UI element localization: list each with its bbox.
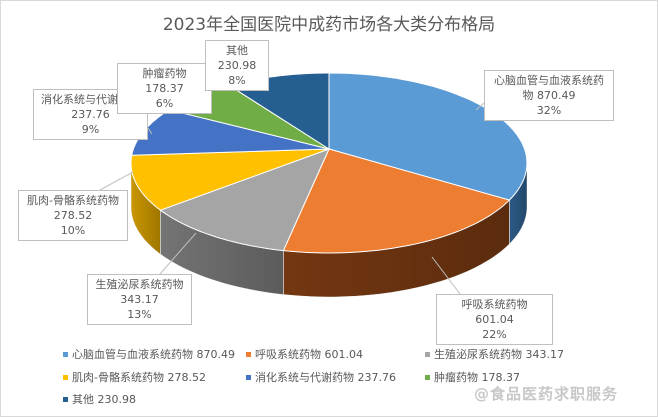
data-label-cardio: 心脑血管与血液系统药 物 870.49 32%	[484, 70, 614, 121]
legend-item-respiratory[interactable]: 呼吸系统药物 601.04	[246, 346, 363, 362]
label-value: 物 870.49	[522, 89, 576, 102]
pie-slice-生殖泌尿系统药物[interactable]	[159, 148, 330, 252]
pie-side-shade	[509, 163, 527, 245]
label-value: 343.17	[120, 293, 159, 306]
label-text: 生殖泌尿系统药物	[95, 278, 184, 291]
legend-item-cardio[interactable]: 心脑血管与血液系统药物 870.49	[63, 346, 235, 362]
legend-marker-icon	[425, 351, 430, 357]
label-percent: 22%	[482, 328, 507, 341]
label-percent: 8%	[228, 74, 246, 87]
leader-line	[431, 256, 461, 295]
label-text: 呼吸系统药物 601.04	[461, 298, 528, 326]
pie-side-shade	[160, 210, 284, 295]
label-text: 消化系统与代谢药物	[41, 93, 140, 106]
legend-item-digestive[interactable]: 消化系统与代谢药物 237.76	[246, 369, 396, 385]
label-text: 肿瘤药物 178.37	[142, 67, 187, 95]
legend-marker-icon	[63, 396, 68, 402]
pie-sides	[130, 163, 528, 298]
leader-line	[99, 171, 134, 191]
pie-side-shade	[131, 163, 161, 255]
data-label-oncology: 肿瘤药物 178.37 6%	[117, 63, 212, 114]
data-label-musculoskeletal: 肌肉-骨骼系统药物 278.52 10%	[18, 190, 128, 241]
label-percent: 13%	[127, 308, 152, 321]
legend-label: 心脑血管与血液系统药物 870.49	[72, 348, 235, 361]
pie-slice-呼吸系统药物[interactable]	[282, 148, 511, 254]
data-label-other: 其他 230.98 8%	[205, 40, 269, 91]
legend-marker-icon	[63, 351, 68, 357]
legend-marker-icon	[246, 374, 251, 380]
label-text: 肌肉-骨骼系统药物	[27, 194, 119, 207]
legend-label: 呼吸系统药物 601.04	[255, 348, 363, 361]
legend-label: 肿瘤药物 178.37	[434, 371, 520, 384]
leader-line	[159, 232, 197, 275]
legend-item-musculoskeletal[interactable]: 肌肉-骨骼系统药物 278.52	[63, 369, 206, 385]
label-text: 其他 230.98	[217, 44, 257, 72]
legend-label: 生殖泌尿系统药物 343.17	[434, 348, 564, 361]
label-percent: 9%	[81, 123, 100, 136]
legend-marker-icon	[63, 374, 68, 380]
label-value: 237.76	[71, 108, 110, 121]
leader-line	[147, 127, 153, 135]
legend-marker-icon	[246, 351, 251, 357]
legend-label: 其他 230.98	[72, 393, 136, 406]
data-label-respiratory: 呼吸系统药物 601.04 22%	[436, 294, 553, 345]
label-text: 心脑血管与血液系统药	[494, 74, 604, 87]
legend-item-oncology[interactable]: 肿瘤药物 178.37	[425, 369, 520, 385]
legend-item-other[interactable]: 其他 230.98	[63, 391, 136, 407]
chart-title: 2023年全国医院中成药市场各大类分布格局	[162, 15, 496, 35]
label-percent: 6%	[155, 97, 174, 110]
label-value: 278.52	[53, 209, 93, 222]
watermark: @食品医药求职服务	[474, 385, 619, 403]
legend-marker-icon	[425, 374, 430, 380]
leader-line	[475, 102, 485, 111]
legend-label: 消化系统与代谢药物 237.76	[255, 371, 396, 384]
pie-side-shade	[283, 200, 510, 297]
legend-label: 肌肉-骨骼系统药物 278.52	[72, 371, 206, 384]
legend-item-urogenital[interactable]: 生殖泌尿系统药物 343.17	[425, 346, 564, 362]
label-percent: 32%	[536, 104, 562, 117]
pie-slice-肌肉-骨骼系统药物[interactable]	[130, 148, 330, 211]
label-percent: 10%	[60, 224, 86, 237]
data-label-urogenital: 生殖泌尿系统药物 343.17 13%	[87, 274, 192, 325]
